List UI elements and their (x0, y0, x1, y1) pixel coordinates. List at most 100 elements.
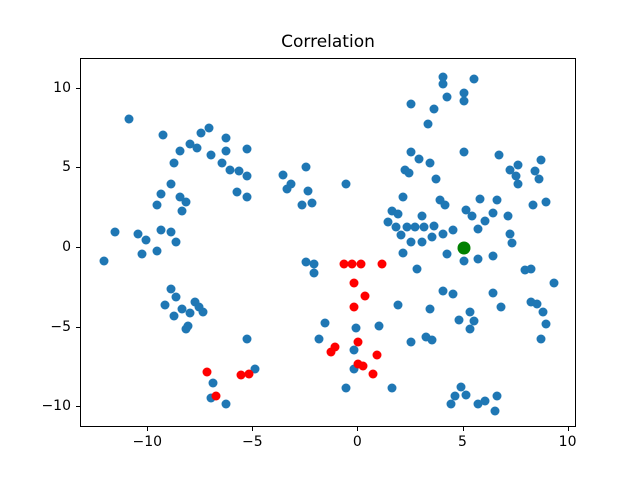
blue-points (480, 216, 489, 226)
y-tick-mark (76, 406, 80, 408)
red-points (353, 337, 363, 347)
blue-points (242, 144, 252, 154)
blue-points (473, 254, 483, 264)
blue-points (496, 302, 506, 312)
blue-points (435, 195, 445, 205)
blue-points (124, 114, 134, 124)
blue-points (242, 192, 252, 202)
x-tick-mark (357, 427, 359, 431)
blue-points (181, 197, 191, 207)
blue-points (469, 74, 479, 84)
blue-points (421, 332, 431, 342)
blue-points (448, 289, 458, 299)
x-tick-label: 10 (558, 434, 577, 450)
red-points (236, 370, 246, 380)
blue-points (423, 119, 433, 129)
blue-points (221, 133, 231, 143)
blue-points (469, 316, 479, 326)
blue-points (488, 251, 498, 261)
y-tick-label: 10 (53, 79, 71, 96)
blue-points (438, 79, 447, 89)
red-points (377, 259, 386, 269)
red-points (360, 291, 370, 301)
blue-points (320, 318, 330, 328)
blue-points (492, 195, 502, 205)
blue-points (234, 166, 244, 176)
blue-points (396, 230, 405, 240)
blue-points (341, 179, 351, 189)
red-points (349, 278, 359, 288)
blue-points (459, 147, 468, 157)
blue-points (166, 179, 176, 189)
blue-points (166, 227, 176, 237)
blue-points (475, 194, 485, 203)
blue-points (169, 158, 178, 168)
blue-points (171, 237, 181, 246)
blue-points (513, 179, 523, 189)
blue-points (480, 396, 489, 406)
blue-points (429, 104, 439, 114)
x-tick-label: 5 (458, 434, 467, 450)
red-points (202, 367, 212, 377)
blue-points (166, 284, 176, 294)
blue-points (454, 315, 464, 325)
y-tick-mark (76, 87, 80, 89)
blue-points (456, 382, 466, 392)
blue-points (429, 221, 439, 231)
blue-points (303, 186, 313, 195)
blue-points (349, 364, 359, 374)
red-points (356, 259, 365, 269)
blue-points (513, 160, 523, 170)
blue-points (410, 222, 420, 232)
blue-points (175, 146, 185, 156)
blue-points (459, 256, 468, 266)
blue-points (221, 399, 231, 409)
blue-points (158, 130, 168, 140)
blue-points (232, 187, 241, 197)
blue-points (349, 345, 359, 355)
blue-points (206, 150, 216, 160)
red-points (347, 259, 357, 269)
blue-points (391, 222, 401, 232)
y-tick-mark (76, 246, 80, 248)
red-points (211, 391, 220, 401)
blue-points (538, 307, 548, 317)
blue-points (461, 205, 471, 215)
blue-points (532, 299, 542, 309)
blue-points (406, 99, 416, 109)
red-points (358, 361, 368, 371)
blue-points (425, 158, 435, 168)
blue-points (528, 200, 538, 210)
blue-points (177, 304, 187, 313)
blue-points (431, 174, 441, 184)
blue-points (549, 278, 559, 288)
blue-points (520, 265, 529, 275)
blue-points (530, 166, 540, 176)
blue-points (99, 256, 109, 266)
blue-points (417, 237, 426, 246)
x-tick-mark (252, 427, 254, 431)
x-tick-mark (567, 427, 569, 431)
blue-points (301, 257, 311, 267)
blue-points (505, 165, 515, 175)
x-tick-label: 0 (352, 434, 362, 450)
blue-points (536, 334, 546, 344)
blue-points (442, 92, 452, 101)
blue-points (398, 192, 408, 202)
blue-points (404, 168, 414, 178)
blue-points (196, 128, 206, 138)
blue-points (152, 200, 162, 210)
blue-points (160, 300, 170, 310)
blue-points (503, 211, 513, 221)
blue-points (446, 399, 456, 409)
blue-points (438, 72, 447, 82)
blue-points (217, 158, 227, 168)
blue-points (198, 307, 208, 317)
red-points (326, 347, 336, 356)
blue-points (425, 304, 435, 313)
blue-points (492, 391, 502, 401)
blue-points (351, 323, 361, 333)
blue-points (459, 88, 468, 98)
blue-points (221, 146, 231, 156)
